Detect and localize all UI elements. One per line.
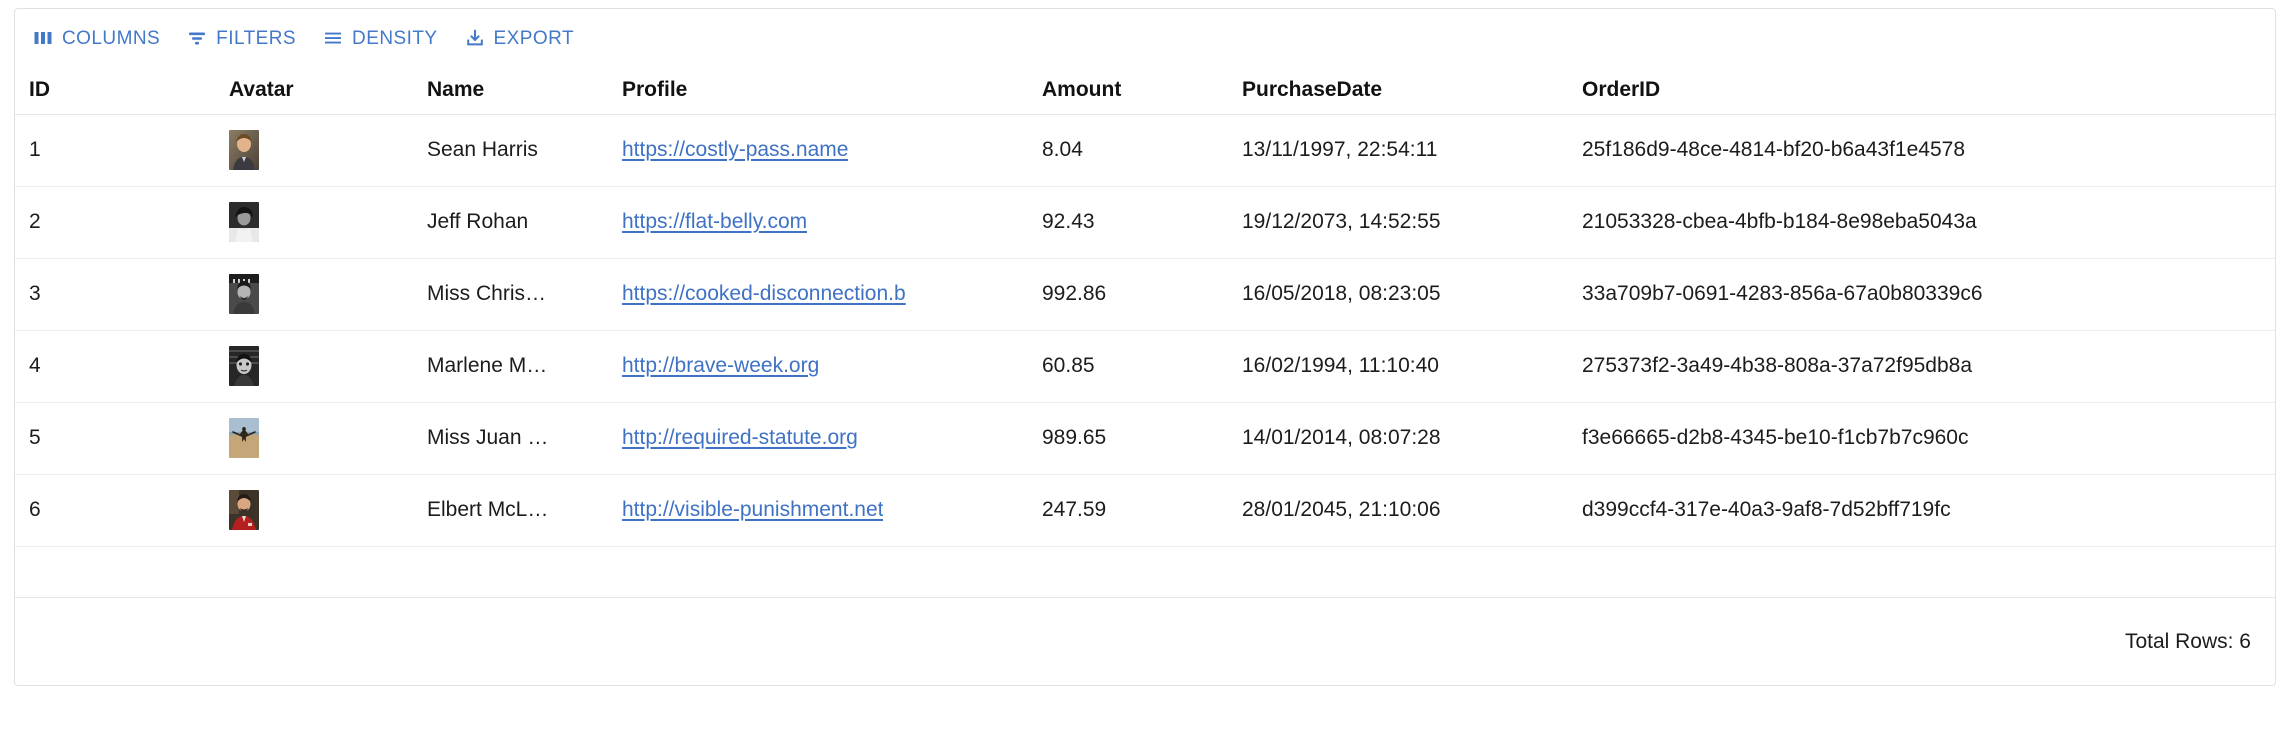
table-row[interactable]: 1	[15, 114, 2275, 187]
cell-avatar	[215, 402, 413, 475]
cell-avatar	[215, 186, 413, 259]
export-button[interactable]: EXPORT	[455, 20, 583, 56]
columns-button-label: COLUMNS	[62, 27, 161, 49]
cell-id: 5	[15, 402, 215, 475]
filters-button[interactable]: FILTERS	[177, 20, 305, 56]
cell-avatar	[215, 330, 413, 403]
columns-button[interactable]: COLUMNS	[23, 20, 169, 56]
cell-avatar	[215, 474, 413, 547]
cell-orderid: 275373f2-3a49-4b38-808a-37a72f95db8a	[1568, 330, 2275, 403]
avatar	[229, 418, 259, 458]
cell-name: Marlene M…	[413, 330, 608, 403]
cell-id: 1	[15, 114, 215, 187]
column-header-amount[interactable]: Amount	[1028, 67, 1228, 115]
profile-link[interactable]: http://visible-punishment.net	[622, 498, 884, 521]
grid-table-container: ID Avatar Name Profile Amount PurchaseDa…	[15, 67, 2275, 597]
download-icon	[464, 27, 486, 49]
column-header-id[interactable]: ID	[15, 67, 215, 115]
column-header-orderid[interactable]: OrderID	[1568, 67, 2275, 115]
profile-link[interactable]: http://required-statute.org	[622, 426, 858, 449]
cell-name: Elbert McL…	[413, 474, 608, 547]
cell-profile: http://visible-punishment.net	[608, 474, 1028, 547]
cell-name: Jeff Rohan	[413, 186, 608, 259]
cell-id: 4	[15, 330, 215, 403]
cell-id: 3	[15, 258, 215, 331]
cell-orderid: f3e66665-d2b8-4345-be10-f1cb7b7c960c	[1568, 402, 2275, 475]
table-header-row: ID Avatar Name Profile Amount PurchaseDa…	[15, 67, 2275, 115]
cell-orderid: 25f186d9-48ce-4814-bf20-b6a43f1e4578	[1568, 114, 2275, 187]
cell-profile: https://cooked-disconnection.b	[608, 258, 1028, 331]
cell-amount: 247.59	[1028, 474, 1228, 547]
profile-link[interactable]: https://cooked-disconnection.b	[622, 282, 906, 305]
columns-icon	[32, 27, 54, 49]
table-row[interactable]: 2 Jeff Rohan	[15, 186, 2275, 259]
export-button-label: EXPORT	[493, 27, 575, 49]
cell-purchasedate: 16/02/1994, 11:10:40	[1228, 330, 1568, 403]
cell-name: Miss Juan …	[413, 402, 608, 475]
cell-id: 2	[15, 186, 215, 259]
cell-orderid: 21053328-cbea-4bfb-b184-8e98eba5043a	[1568, 186, 2275, 259]
avatar	[229, 202, 259, 242]
cell-profile: https://costly-pass.name	[608, 114, 1028, 187]
cell-profile: https://flat-belly.com	[608, 186, 1028, 259]
cell-amount: 92.43	[1028, 186, 1228, 259]
avatar	[229, 130, 259, 170]
table-row[interactable]: 6	[15, 474, 2275, 547]
column-header-name[interactable]: Name	[413, 67, 608, 115]
filters-button-label: FILTERS	[216, 27, 297, 49]
filter-list-icon	[186, 27, 208, 49]
cell-id: 6	[15, 474, 215, 547]
data-grid-root: COLUMNS FILTERS DENSITY	[14, 8, 2276, 686]
density-button[interactable]: DENSITY	[313, 20, 447, 56]
profile-link[interactable]: https://flat-belly.com	[622, 210, 808, 233]
profile-link[interactable]: https://costly-pass.name	[622, 138, 849, 161]
cell-profile: http://required-statute.org	[608, 402, 1028, 475]
avatar	[229, 346, 259, 386]
table-body: 1	[15, 114, 2275, 547]
total-rows-label: Total Rows: 6	[2124, 629, 2251, 653]
avatar	[229, 274, 259, 314]
table-row[interactable]: 4	[15, 330, 2275, 403]
cell-amount: 60.85	[1028, 330, 1228, 403]
avatar	[229, 490, 259, 530]
cell-profile: http://brave-week.org	[608, 330, 1028, 403]
grid-toolbar: COLUMNS FILTERS DENSITY	[15, 9, 2275, 67]
data-table: ID Avatar Name Profile Amount PurchaseDa…	[15, 67, 2275, 547]
table-row[interactable]: 3	[15, 258, 2275, 331]
column-header-profile[interactable]: Profile	[608, 67, 1028, 115]
profile-link[interactable]: http://brave-week.org	[622, 354, 820, 377]
cell-avatar	[215, 258, 413, 331]
cell-name: Miss Chris…	[413, 258, 608, 331]
cell-amount: 8.04	[1028, 114, 1228, 187]
cell-orderid: d399ccf4-317e-40a3-9af8-7d52bff719fc	[1568, 474, 2275, 547]
cell-purchasedate: 14/01/2014, 08:07:28	[1228, 402, 1568, 475]
cell-purchasedate: 13/11/1997, 22:54:11	[1228, 114, 1568, 187]
column-header-avatar[interactable]: Avatar	[215, 67, 413, 115]
cell-avatar	[215, 114, 413, 187]
cell-purchasedate: 28/01/2045, 21:10:06	[1228, 474, 1568, 547]
cell-amount: 989.65	[1028, 402, 1228, 475]
table-row[interactable]: 5 Miss Jua	[15, 402, 2275, 475]
cell-amount: 992.86	[1028, 258, 1228, 331]
grid-footer: Total Rows: 6	[15, 597, 2275, 685]
cell-orderid: 33a709b7-0691-4283-856a-67a0b80339c6	[1568, 258, 2275, 331]
cell-purchasedate: 19/12/2073, 14:52:55	[1228, 186, 1568, 259]
cell-purchasedate: 16/05/2018, 08:23:05	[1228, 258, 1568, 331]
density-button-label: DENSITY	[352, 27, 438, 49]
density-lines-icon	[322, 27, 344, 49]
table-header: ID Avatar Name Profile Amount PurchaseDa…	[15, 67, 2275, 115]
cell-name: Sean Harris	[413, 114, 608, 187]
column-header-purchasedate[interactable]: PurchaseDate	[1228, 67, 1568, 115]
